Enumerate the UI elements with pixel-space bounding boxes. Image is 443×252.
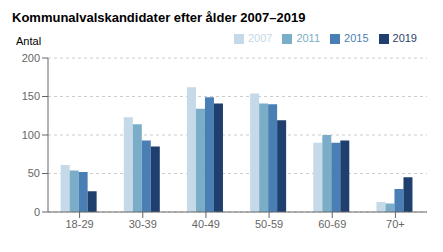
svg-text:150: 150 (22, 90, 40, 102)
html-text:2015: 2015 (344, 32, 369, 44)
html-text:2011: 2011 (296, 32, 320, 44)
html-text:2007: 2007 (247, 32, 273, 44)
html-text:2019: 2019 (392, 32, 417, 44)
svg-text:40-49: 40-49 (192, 218, 220, 230)
svg-text:60-69: 60-69 (318, 218, 346, 230)
svg-text:50: 50 (28, 167, 40, 179)
html-text:Antal: Antal (16, 35, 42, 47)
svg-text:30-39: 30-39 (129, 218, 157, 230)
svg-text:50-59: 50-59 (255, 218, 283, 230)
svg-text:0: 0 (34, 206, 40, 218)
html-text:Kommunalvalskandidater efter å: Kommunalvalskandidater efter ålder 2007–… (12, 10, 306, 25)
svg-text:18-29: 18-29 (66, 218, 94, 230)
svg-text:200: 200 (22, 52, 40, 64)
svg-text:100: 100 (22, 129, 40, 141)
svg-text:70+: 70+ (386, 218, 405, 230)
